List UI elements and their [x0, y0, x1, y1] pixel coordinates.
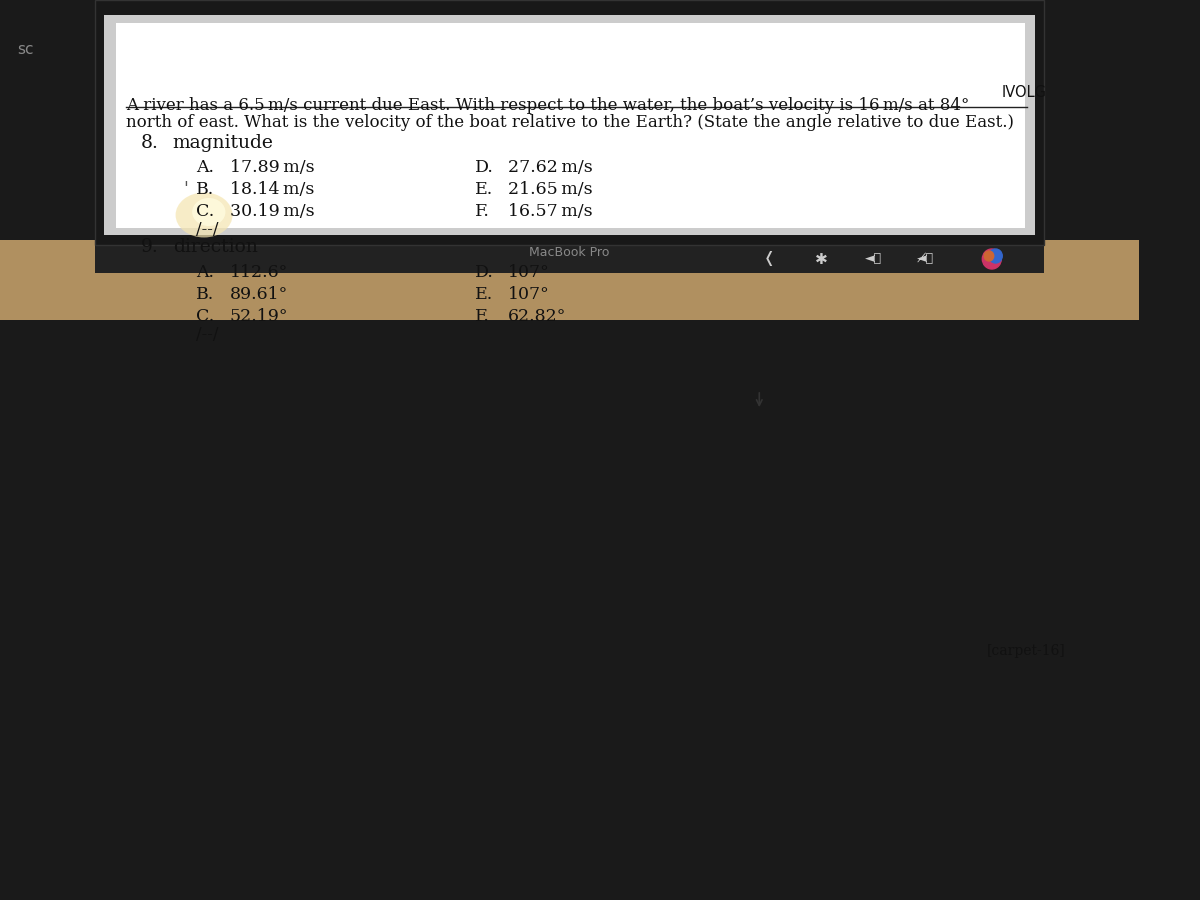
Text: D.: D. [474, 264, 493, 281]
Text: sc: sc [17, 42, 34, 58]
Text: ◄̸⧗: ◄̸⧗ [917, 253, 934, 266]
Ellipse shape [192, 198, 226, 226]
Text: 17.89 m/s: 17.89 m/s [229, 159, 314, 176]
Text: 9.: 9. [140, 238, 158, 256]
Text: A.: A. [197, 264, 215, 281]
Polygon shape [1044, 245, 1139, 273]
Text: ': ' [184, 181, 188, 199]
Text: A.: A. [197, 159, 215, 176]
Text: 16.57 m/s: 16.57 m/s [508, 203, 593, 220]
Text: 52.19°: 52.19° [229, 308, 288, 325]
Text: 107°: 107° [508, 286, 550, 303]
FancyBboxPatch shape [95, 245, 1044, 273]
FancyBboxPatch shape [95, 0, 1044, 245]
FancyBboxPatch shape [0, 265, 1139, 900]
Text: IVOLG: IVOLG [1001, 85, 1046, 100]
Circle shape [983, 249, 1001, 269]
Ellipse shape [175, 193, 233, 238]
Text: D.: D. [474, 159, 493, 176]
Text: /--/: /--/ [197, 221, 218, 238]
Text: ◄⧗: ◄⧗ [865, 253, 882, 266]
FancyBboxPatch shape [0, 240, 1139, 320]
Text: magnitude: magnitude [173, 134, 274, 152]
Text: 21.65 m/s: 21.65 m/s [508, 181, 593, 198]
Text: 30.19 m/s: 30.19 m/s [229, 203, 314, 220]
FancyBboxPatch shape [95, 75, 1044, 245]
Text: C.: C. [197, 308, 215, 325]
Text: [carpet-16]: [carpet-16] [988, 644, 1066, 658]
Text: 112.6°: 112.6° [229, 264, 288, 281]
Text: 27.62 m/s: 27.62 m/s [508, 159, 593, 176]
FancyBboxPatch shape [115, 23, 1025, 228]
Text: ✱: ✱ [815, 251, 827, 266]
Text: B.: B. [197, 286, 215, 303]
Text: 8.: 8. [140, 134, 158, 152]
Text: F.: F. [474, 308, 490, 325]
Text: 89.61°: 89.61° [229, 286, 288, 303]
Text: ❬: ❬ [762, 251, 775, 266]
Text: direction: direction [173, 238, 258, 256]
FancyBboxPatch shape [104, 15, 1034, 235]
Text: 107°: 107° [508, 264, 550, 281]
Polygon shape [0, 245, 95, 273]
Text: A river has a 6.5 m/s current due East. With respect to the water, the boat’s ve: A river has a 6.5 m/s current due East. … [126, 97, 970, 114]
Text: F.: F. [474, 203, 490, 220]
Text: E.: E. [474, 286, 493, 303]
Text: 62.82°: 62.82° [508, 308, 566, 325]
Text: /--/: /--/ [197, 326, 218, 343]
Text: B.: B. [197, 181, 215, 198]
Text: E.: E. [474, 181, 493, 198]
Text: C.: C. [197, 203, 215, 220]
Circle shape [989, 249, 1002, 263]
Circle shape [984, 251, 994, 261]
Text: MacBook Pro: MacBook Pro [529, 246, 610, 258]
Text: north of east. What is the velocity of the boat relative to the Earth? (State th: north of east. What is the velocity of t… [126, 114, 1014, 131]
Text: 18.14 m/s: 18.14 m/s [229, 181, 314, 198]
